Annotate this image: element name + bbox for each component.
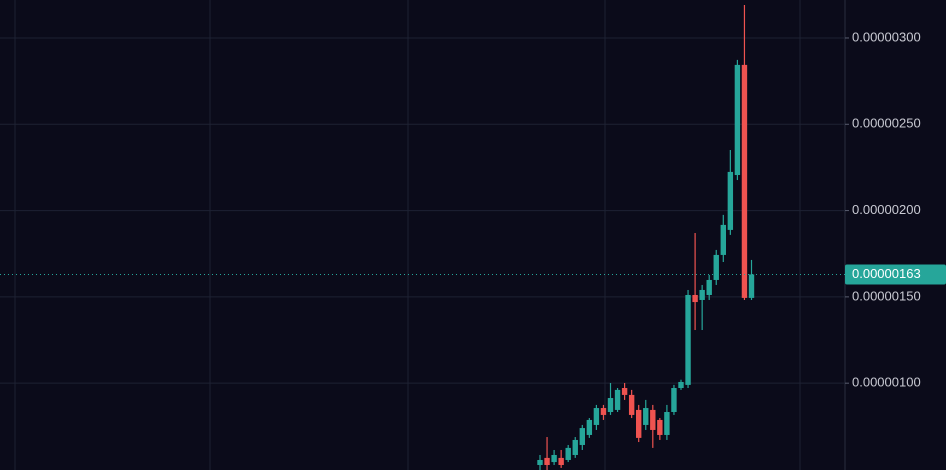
vertical-grid — [14, 0, 801, 470]
y-tick-label: 0.00000300 — [852, 29, 921, 44]
candle-body — [621, 388, 628, 395]
candle-body — [657, 419, 663, 435]
candle-body — [593, 408, 600, 425]
candle-body — [643, 408, 649, 425]
y-tick-label: 0.00000250 — [852, 116, 921, 131]
candle-body — [572, 439, 578, 455]
candle-body — [671, 388, 677, 413]
candle-body — [692, 294, 698, 303]
candle-body — [699, 289, 705, 300]
candle-body — [685, 294, 691, 385]
candle-body — [600, 408, 607, 415]
candle-body — [558, 457, 564, 465]
candle-body — [650, 409, 656, 430]
candle-body — [706, 279, 712, 295]
candle-body — [565, 447, 571, 460]
candle-body — [607, 398, 614, 413]
candle-body — [748, 274, 755, 298]
candle-body — [544, 457, 550, 465]
candle-body — [734, 64, 741, 176]
candle-body — [614, 389, 621, 410]
candle-body — [586, 419, 593, 435]
candle-body — [579, 428, 585, 445]
candle-body — [727, 171, 734, 230]
last-price-badge — [845, 264, 946, 285]
y-tick-label: 0.00000200 — [852, 202, 921, 217]
candle-body — [628, 394, 635, 415]
y-tick-label: 0.00000100 — [852, 375, 921, 390]
last-price-label: 0.00000163 — [852, 266, 921, 281]
candle-body — [551, 454, 557, 463]
candle-body — [636, 409, 642, 438]
candle-body — [741, 64, 748, 298]
candle-body — [678, 381, 684, 389]
candle-body — [664, 412, 670, 435]
y-tick-label: 0.00000150 — [852, 288, 921, 303]
candle-body — [537, 459, 543, 465]
candle-body — [713, 254, 719, 280]
candle-body — [720, 224, 726, 255]
